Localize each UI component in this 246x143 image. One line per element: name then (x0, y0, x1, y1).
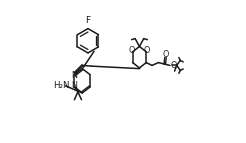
Text: N: N (71, 81, 77, 90)
Text: H₂N: H₂N (54, 81, 70, 90)
Text: O: O (129, 46, 135, 55)
Text: F: F (85, 16, 91, 25)
Text: O: O (163, 50, 169, 59)
Text: N: N (71, 71, 77, 80)
Text: O: O (171, 61, 177, 70)
Text: O: O (144, 46, 150, 55)
